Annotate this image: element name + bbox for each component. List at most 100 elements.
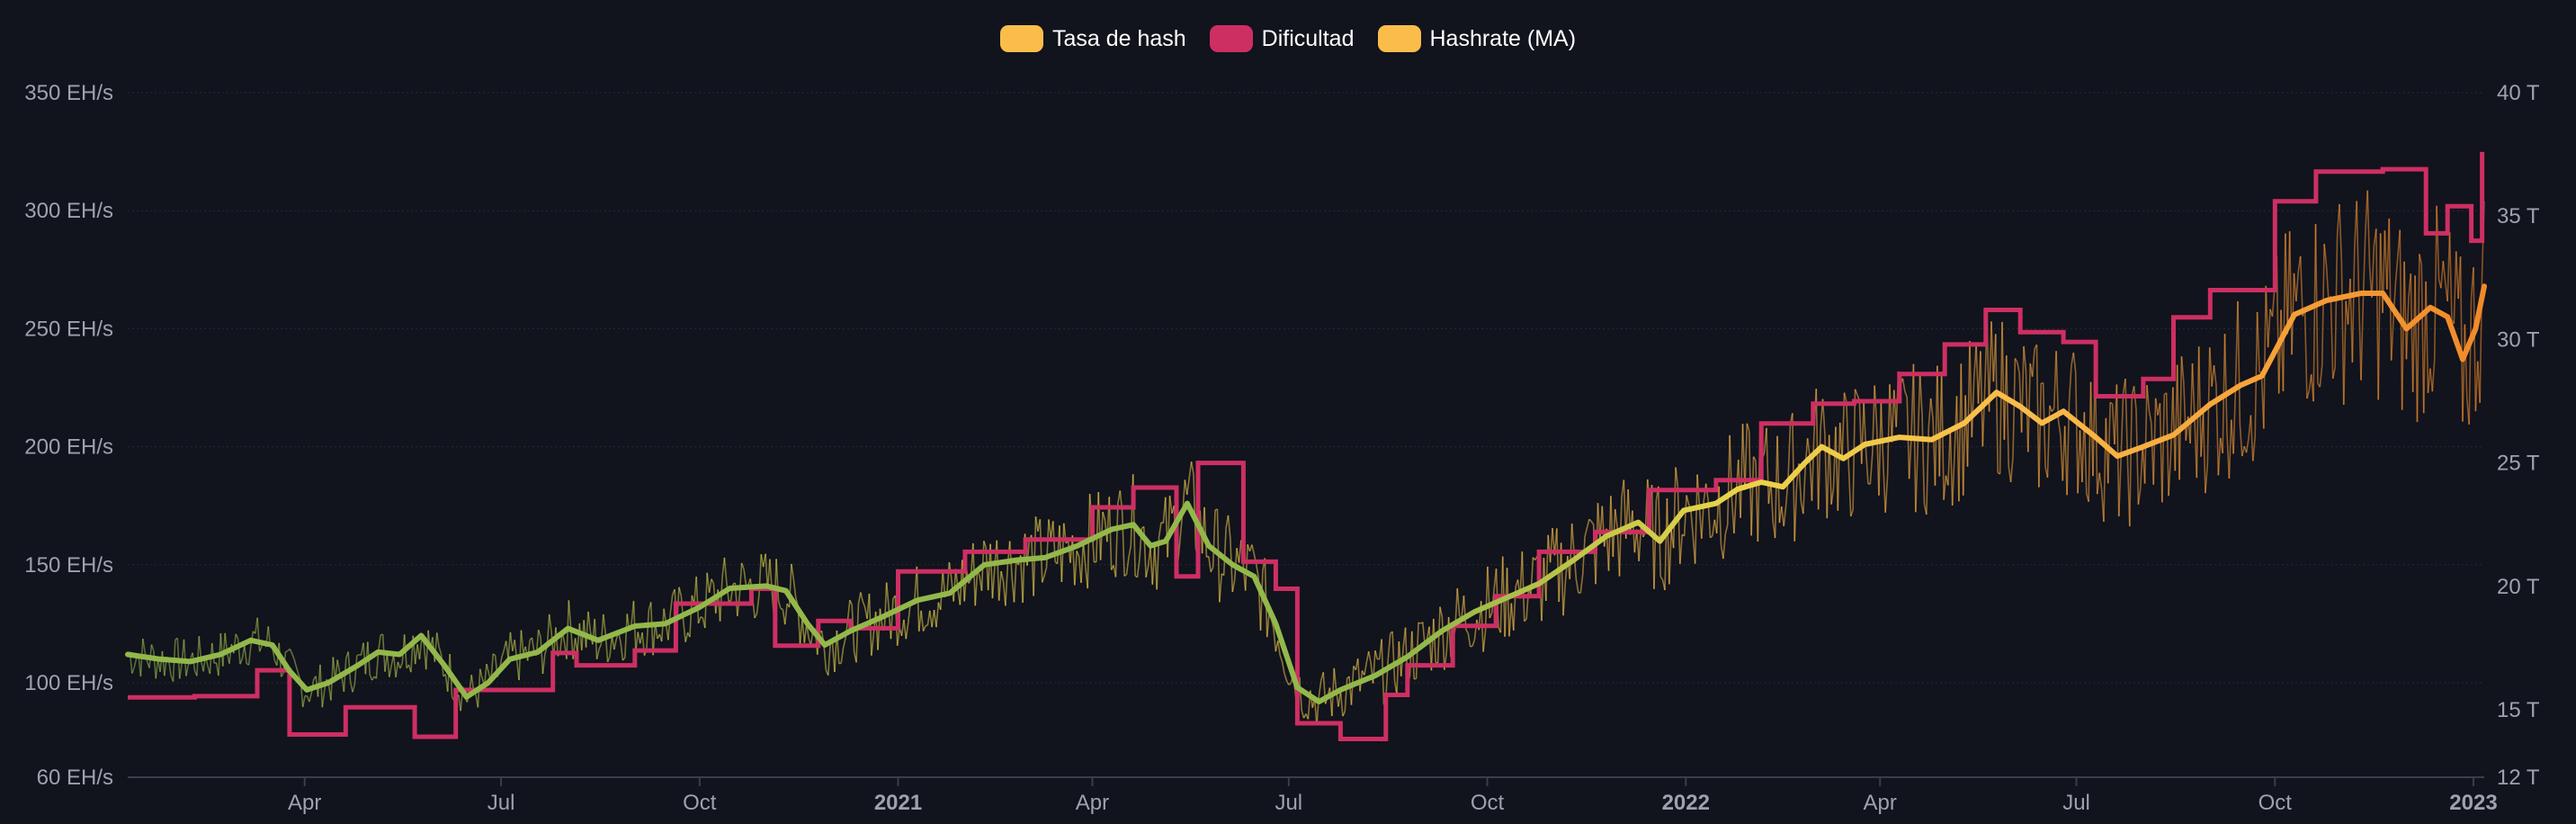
hashrate-raw-segment	[1858, 400, 1863, 464]
hashrate-raw-segment	[2228, 419, 2232, 479]
hashrate-raw-segment	[2143, 385, 2148, 484]
hashrate-raw-segment	[1860, 402, 1865, 464]
hashrate-raw-segment	[2183, 382, 2187, 441]
legend-swatch-hashrate	[999, 25, 1043, 52]
hashrate-raw-segment	[963, 569, 968, 602]
hashrate-raw-segment	[1740, 424, 1744, 518]
hashrate-raw-segment	[862, 601, 866, 608]
hashrate-raw-segment	[1193, 474, 1197, 549]
hashrate-raw-segment	[682, 621, 686, 642]
hashrate-raw-segment	[1659, 576, 1664, 581]
hashrate-raw-segment	[1575, 579, 1579, 594]
hashrate-raw-segment	[1664, 497, 1668, 590]
hashrate-raw-segment	[2161, 394, 2166, 503]
hashrate-raw-segment	[1219, 573, 1223, 603]
hashrate-raw-segment	[291, 653, 295, 660]
hashrate-raw-segment	[1396, 640, 1400, 694]
hashrate-raw-segment	[1255, 564, 1259, 578]
hashrate-raw-segment	[1865, 450, 1869, 484]
hashrate-raw-segment	[1367, 651, 1372, 663]
legend-item-hashrate-ma[interactable]: Hashrate (MA)	[1377, 25, 1576, 52]
hashrate-raw-segment	[1212, 509, 1216, 568]
hashrate-raw-segment	[235, 633, 239, 640]
hashrate-raw-segment	[352, 684, 356, 693]
hashrate-raw-segment	[239, 658, 244, 665]
hashrate-raw-segment	[1690, 510, 1695, 536]
hashrate-raw-segment	[2165, 392, 2169, 497]
hashrate-raw-segment	[2325, 264, 2330, 300]
hashrate-raw-segment	[1188, 461, 1193, 479]
hashrate-raw-segment	[1854, 389, 1858, 396]
hashrate-raw-segment	[885, 582, 890, 607]
hashrate-raw-segment	[1177, 533, 1182, 558]
hashrate-raw-segment	[2330, 296, 2334, 379]
hashrate-raw-segment	[1190, 461, 1194, 475]
hashrate-raw-segment	[1962, 395, 1966, 496]
hashrate-raw-segment	[1584, 527, 1588, 537]
hashrate-raw-segment	[131, 667, 135, 674]
hashrate-raw-segment	[435, 632, 440, 648]
hashrate-raw-segment	[2382, 230, 2386, 313]
x-tick-label: Oct	[1471, 791, 1505, 815]
hashrate-raw-segment	[492, 653, 496, 657]
hashrate-raw-segment	[293, 658, 298, 667]
hashrate-raw-segment	[1525, 587, 1530, 619]
hashrate-ma-line	[125, 283, 2487, 704]
hashrate-raw-segment	[1470, 645, 1473, 648]
hashrate-raw-segment	[738, 562, 743, 596]
hashrate-raw-segment	[1837, 422, 1841, 511]
hashrate-raw-segment	[1000, 570, 1005, 582]
hashrate-raw-segment	[2017, 362, 2020, 374]
hashrate-raw-segment	[1891, 390, 1895, 443]
hashrate-raw-segment	[1074, 551, 1078, 586]
hashrate-raw-segment	[2148, 410, 2152, 424]
hashrate-raw-segment	[1158, 522, 1162, 538]
hashrate-raw-segment	[2208, 347, 2213, 387]
hashrate-raw-segment	[2009, 457, 2014, 483]
y-left-tick-label: 100 EH/s	[24, 671, 113, 695]
hashrate-raw-segment	[1489, 612, 1493, 619]
hashrate-raw-segment	[2410, 273, 2414, 392]
hashrate-raw-segment	[1806, 438, 1811, 456]
hashrate-raw-segment	[1231, 579, 1236, 593]
hashrate-raw-segment	[1342, 711, 1346, 717]
hashrate-raw-segment	[1344, 678, 1348, 712]
hashrate-raw-segment	[2205, 463, 2209, 494]
hashrate-raw-segment	[1657, 486, 1662, 577]
hashrate-raw-segment	[356, 653, 360, 657]
hashrate-raw-segment	[2057, 419, 2062, 436]
hashrate-raw-segment	[756, 596, 760, 614]
hashrate-raw-segment	[2295, 271, 2300, 301]
hashrate-raw-segment	[1484, 566, 1489, 631]
hashrate-raw-segment	[842, 638, 846, 649]
hashrate-raw-segment	[1936, 365, 1941, 477]
hashrate-raw-segment	[2135, 409, 2140, 505]
hashrate-raw-segment	[1980, 351, 1984, 447]
x-tick-label: Apr	[1864, 791, 1897, 815]
hashrate-raw-segment	[1076, 551, 1080, 557]
hashrate-raw-segment	[2271, 287, 2276, 317]
hashrate-raw-segment	[1590, 521, 1595, 525]
hashrate-raw-segment	[2334, 236, 2339, 368]
hashrate-raw-segment	[1048, 519, 1052, 539]
legend: Tasa de hash Dificultad Hashrate (MA)	[0, 25, 2576, 52]
legend-item-hashrate[interactable]: Tasa de hash	[999, 25, 1186, 52]
y-right-tick-label: 20 T	[2497, 575, 2540, 599]
hashrate-raw-segment	[1675, 467, 1679, 488]
hashrate-raw-segment	[1487, 566, 1491, 619]
hashrate-raw-segment	[1830, 488, 1835, 505]
hashrate-raw-segment	[1473, 619, 1478, 640]
hashrate-raw-segment	[907, 604, 911, 623]
legend-item-difficulty[interactable]: Dificultad	[1209, 25, 1355, 52]
hashrate-raw-segment	[479, 668, 483, 679]
hashrate-raw-segment	[1096, 491, 1100, 562]
hashrate-raw-segment	[1071, 535, 1076, 586]
y-right-tick-label: 35 T	[2497, 204, 2540, 228]
hashrate-raw-segment	[1951, 452, 1955, 506]
difficulty-line	[128, 151, 2485, 741]
hashrate-raw-segment	[1288, 683, 1292, 685]
hashrate-raw-segment	[2375, 228, 2380, 400]
hashrate-raw-segment	[1588, 518, 1592, 523]
hashrate-raw-segment	[2299, 255, 2303, 317]
hashrate-raw-segment	[1683, 495, 1687, 536]
